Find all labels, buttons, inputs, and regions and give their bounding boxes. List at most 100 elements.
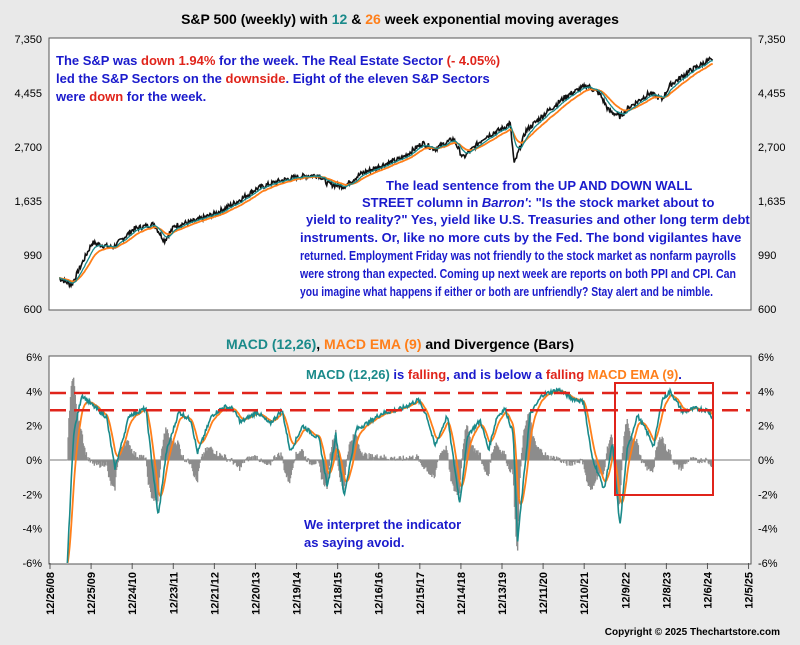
ann1-l2b: downside xyxy=(226,71,286,86)
divergence-bar xyxy=(261,460,263,462)
divergence-bar xyxy=(709,460,712,466)
divergence-bar xyxy=(242,460,244,464)
divergence-bar xyxy=(284,460,286,473)
divergence-bar xyxy=(659,440,662,460)
divergence-bar xyxy=(472,445,474,460)
divergence-bar xyxy=(545,456,547,460)
divergence-bar xyxy=(624,424,627,460)
divergence-bar xyxy=(658,440,660,460)
divergence-bar xyxy=(300,451,302,460)
divergence-bar xyxy=(296,453,299,460)
divergence-bar xyxy=(200,456,203,460)
x-tick-label: 12/8/23 xyxy=(661,572,673,609)
divergence-bar xyxy=(473,451,475,460)
divergence-bar xyxy=(604,460,606,468)
divergence-bar xyxy=(491,452,493,460)
divergence-bar xyxy=(557,457,559,460)
divergence-bar xyxy=(258,460,260,461)
divergence-bar xyxy=(362,455,365,460)
divergence-bar xyxy=(485,460,487,472)
divergence-bar xyxy=(681,460,683,468)
divergence-bar xyxy=(444,450,447,460)
divergence-bar xyxy=(208,447,210,460)
divergence-bar xyxy=(402,455,404,460)
divergence-bar xyxy=(477,450,479,460)
ann2-line7: you imagine what happens if either or bo… xyxy=(300,284,713,299)
divergence-bar xyxy=(560,460,563,463)
ann2-l2c: : "Is the stock market about to xyxy=(528,195,715,210)
divergence-bar xyxy=(236,460,239,468)
divergence-bar xyxy=(341,460,343,486)
divergence-bar xyxy=(179,448,181,460)
divergence-bar xyxy=(260,458,262,460)
ann3-p1: MACD (12,26) xyxy=(306,367,390,382)
divergence-bar xyxy=(592,460,594,486)
divergence-bar xyxy=(204,447,207,460)
divergence-bar xyxy=(273,456,275,460)
divergence-bar xyxy=(406,460,408,461)
divergence-bar xyxy=(324,460,327,484)
divergence-bar xyxy=(428,460,431,475)
divergence-bar xyxy=(533,438,536,460)
divergence-bar xyxy=(82,443,84,460)
divergence-bar xyxy=(516,460,518,547)
divergence-bar xyxy=(626,419,628,460)
divergence-bar xyxy=(696,460,698,461)
divergence-bar xyxy=(140,454,142,460)
divergence-bar xyxy=(114,460,116,491)
divergence-bar xyxy=(449,460,451,472)
divergence-bar xyxy=(413,458,416,460)
divergence-bar xyxy=(407,458,409,460)
divergence-bar xyxy=(367,458,370,460)
divergence-bar xyxy=(252,456,254,460)
divergence-bar xyxy=(686,460,688,464)
divergence-bar xyxy=(578,460,581,464)
divergence-bar xyxy=(286,460,289,476)
divergence-bar xyxy=(690,457,692,460)
divergence-bar xyxy=(594,460,597,482)
divergence-bar xyxy=(304,456,307,460)
divergence-bar xyxy=(538,448,540,460)
macd-y-tick-right: -2% xyxy=(758,489,778,501)
divergence-bar xyxy=(258,460,261,463)
divergence-bar xyxy=(591,460,594,490)
divergence-bar xyxy=(452,460,455,486)
divergence-bar xyxy=(322,460,324,480)
divergence-bar xyxy=(265,460,268,465)
divergence-bar xyxy=(136,456,138,460)
divergence-bar xyxy=(363,453,366,460)
divergence-bar xyxy=(384,458,386,460)
divergence-bar xyxy=(446,450,448,460)
divergence-bar xyxy=(327,460,330,470)
divergence-bar xyxy=(632,439,634,460)
divergence-bar xyxy=(435,460,438,468)
divergence-bar xyxy=(479,452,482,460)
divergence-bar xyxy=(437,459,439,461)
divergence-bar xyxy=(69,396,72,460)
divergence-bar xyxy=(429,460,431,475)
divergence-bar xyxy=(272,460,274,461)
divergence-bar xyxy=(287,460,289,482)
divergence-bar xyxy=(291,460,293,471)
divergence-bar xyxy=(346,458,348,460)
divergence-bar xyxy=(485,460,488,475)
divergence-bar xyxy=(489,460,492,463)
divergence-bar xyxy=(586,460,589,483)
divergence-bar xyxy=(281,455,283,460)
divergence-bar xyxy=(602,460,605,475)
divergence-bar xyxy=(709,460,711,463)
divergence-bar xyxy=(335,448,338,460)
divergence-bar xyxy=(620,460,623,471)
divergence-bar xyxy=(277,454,279,460)
divergence-bar xyxy=(570,460,572,466)
divergence-bar xyxy=(121,448,123,460)
divergence-bar xyxy=(632,438,635,460)
divergence-bar xyxy=(454,460,456,492)
annotation-weekly-summary: The S&P was down 1.94% for the week. The… xyxy=(55,53,500,104)
divergence-bar xyxy=(633,440,636,460)
divergence-bar xyxy=(562,460,564,462)
divergence-bar xyxy=(642,460,644,463)
x-tick-label: 12/13/19 xyxy=(497,572,509,615)
divergence-bar xyxy=(525,420,528,460)
